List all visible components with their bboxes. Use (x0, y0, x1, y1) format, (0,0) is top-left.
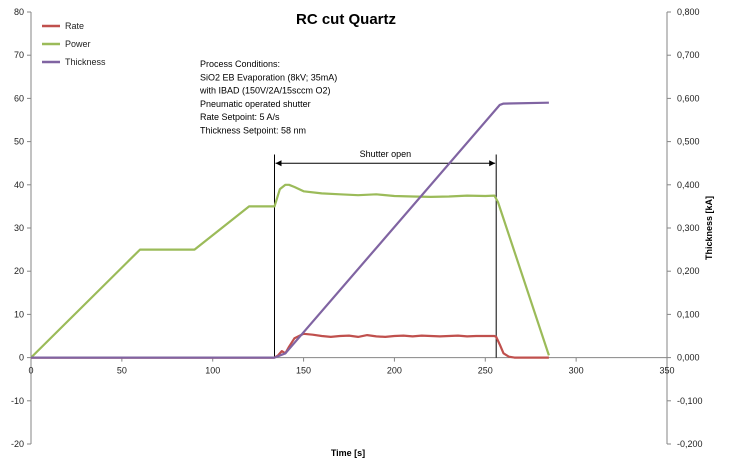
process-condition-line: Thickness Setpoint: 58 nm (200, 126, 306, 136)
x-tick-label: 200 (387, 366, 402, 376)
series-line-rate (31, 332, 549, 359)
y-tick-label: 60 (14, 93, 24, 103)
y-tick-label: -10 (11, 396, 24, 406)
process-condition-line: Process Conditions: (200, 59, 280, 69)
shutter-arrow-head-left (275, 160, 282, 167)
process-condition-line: SiO2 EB Evaporation (8kV; 35mA) (200, 72, 337, 82)
y-tick-label: 10 (14, 309, 24, 319)
legend-label-thickness: Thickness (65, 57, 106, 67)
y-tick-label: 20 (14, 266, 24, 276)
y2-tick-label: 0,200 (677, 266, 700, 276)
y2-tick-label: -0,200 (677, 439, 703, 449)
process-condition-line: Pneumatic operated shutter (200, 99, 311, 109)
y2-tick-label: 0,700 (677, 50, 700, 60)
legend-label-power: Power (65, 39, 91, 49)
y2-tick-label: 0,600 (677, 93, 700, 103)
process-condition-line: Rate Setpoint: 5 A/s (200, 112, 280, 122)
y-tick-label: 40 (14, 180, 24, 190)
x-axis-title: Time [s] (331, 448, 365, 458)
shutter-arrow-head-right (489, 160, 496, 167)
y2-tick-label: 0,000 (677, 353, 700, 363)
x-tick-label: 100 (205, 366, 220, 376)
y-tick-label: 50 (14, 137, 24, 147)
y-tick-label: 30 (14, 223, 24, 233)
y-tick-label: 0 (19, 353, 24, 363)
y2-tick-label: -0,100 (677, 396, 703, 406)
y-tick-label: 70 (14, 50, 24, 60)
chart-title: RC cut Quartz (296, 11, 396, 28)
shutter-open-label: Shutter open (360, 149, 412, 159)
y2-tick-label: 0,400 (677, 180, 700, 190)
process-conditions-text: Process Conditions: SiO2 EB Evaporation (… (199, 59, 337, 136)
y-tick-label: 80 (14, 7, 24, 17)
x-tick-label: 250 (478, 366, 493, 376)
x-tick-label: 350 (659, 366, 674, 376)
x-tick-label: 150 (296, 366, 311, 376)
y2-tick-label: 0,300 (677, 223, 700, 233)
y-tick-label: -20 (11, 439, 24, 449)
y2-axis-title: Thickness [kA] (704, 196, 714, 260)
y2-tick-label: 0,500 (677, 137, 700, 147)
x-tick-label: 50 (117, 366, 127, 376)
series-line-thickness (31, 101, 549, 359)
x-tick-label: 300 (569, 366, 584, 376)
y2-tick-label: 0,100 (677, 309, 700, 319)
process-condition-line: with IBAD (150V/2A/15sccm O2) (199, 86, 331, 96)
y2-tick-label: 0,800 (677, 7, 700, 17)
series-line-power (30, 183, 550, 359)
legend-label-rate: Rate (65, 21, 84, 31)
x-tick-label: 0 (28, 366, 33, 376)
